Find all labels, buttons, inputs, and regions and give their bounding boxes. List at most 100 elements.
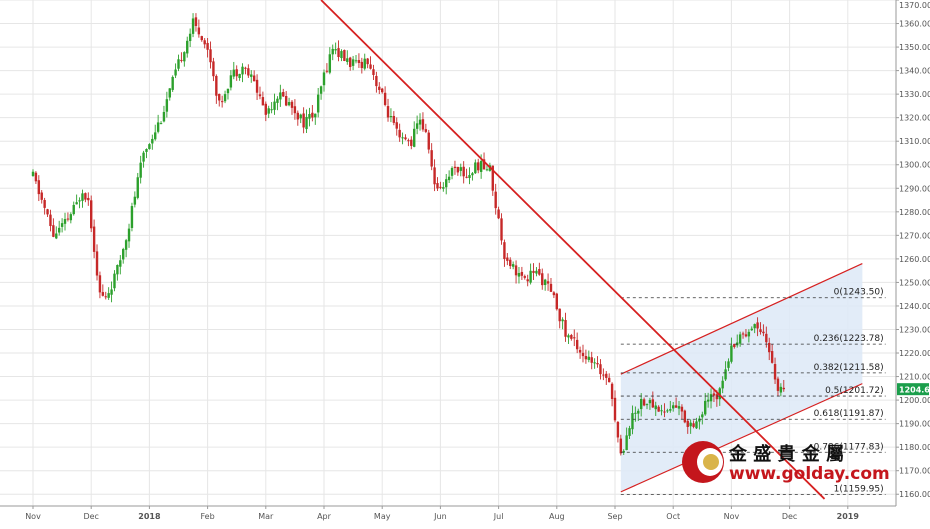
- candle-body: [319, 86, 323, 94]
- candle-down: [605, 371, 608, 385]
- candle-body: [727, 361, 730, 368]
- candle-up: [418, 113, 422, 131]
- candle-down: [575, 332, 579, 354]
- candle-down: [596, 356, 599, 368]
- candle-body: [596, 363, 599, 365]
- candle-up: [136, 172, 139, 200]
- candle-up: [122, 247, 125, 264]
- candle-up: [151, 134, 154, 150]
- candle-body: [238, 73, 241, 78]
- candle-up: [701, 411, 704, 425]
- candle-down: [616, 421, 620, 443]
- candle-up: [72, 201, 75, 216]
- candle-body: [209, 49, 212, 63]
- candle-body: [267, 108, 270, 114]
- candle-body: [410, 139, 413, 146]
- candle-body: [762, 331, 765, 334]
- candle-body: [78, 200, 81, 202]
- candle-down: [369, 56, 372, 70]
- candle-down: [599, 359, 602, 380]
- candle-body: [686, 420, 689, 427]
- y-tick-label: 1170.00: [899, 467, 930, 476]
- candle-down: [101, 284, 105, 297]
- candle-down: [602, 368, 605, 381]
- candle-body: [122, 249, 125, 260]
- candle-up: [401, 132, 404, 145]
- candle-down: [203, 38, 206, 49]
- candle-down: [235, 65, 238, 81]
- candle-up: [709, 388, 713, 409]
- candle-body: [648, 399, 652, 404]
- candle-layer: [31, 13, 785, 456]
- candle-body: [628, 428, 631, 436]
- y-tick-label: 1250.00: [899, 278, 930, 287]
- candle-down: [87, 192, 90, 206]
- candle-body: [183, 52, 186, 62]
- candle-up: [468, 167, 471, 185]
- fib-level-label: 0.786(1177.83): [814, 442, 884, 452]
- candle-down: [290, 100, 294, 115]
- candle-up: [738, 331, 742, 347]
- x-tick-label: Apr: [317, 512, 332, 521]
- candle-down: [197, 19, 201, 38]
- candle-down: [680, 404, 684, 420]
- candle-down: [773, 357, 777, 385]
- candle-body: [514, 265, 518, 276]
- watermark-chinese-name: 金 盛 貴 金 屬: [728, 443, 844, 465]
- grid-layer: [0, 0, 896, 506]
- candle-body: [462, 166, 465, 177]
- candle-body: [698, 418, 701, 422]
- candle-body: [613, 397, 617, 421]
- candle-down: [383, 86, 387, 107]
- candle-body: [180, 59, 183, 61]
- candle-down: [395, 117, 398, 136]
- candle-up: [188, 28, 192, 47]
- x-tick-label: Jun: [433, 512, 447, 521]
- candle-body: [494, 191, 497, 209]
- candle-body: [171, 76, 174, 90]
- candle-body: [369, 64, 372, 69]
- candle-body: [482, 159, 486, 170]
- candle-up: [107, 287, 110, 300]
- candle-body: [63, 219, 67, 224]
- candle-body: [721, 380, 724, 389]
- x-tick-label: Dec: [782, 512, 797, 521]
- candle-up: [648, 397, 652, 410]
- candle-body: [133, 196, 137, 205]
- candle-body: [738, 334, 742, 344]
- candle-down: [424, 123, 428, 134]
- candle-up: [316, 88, 320, 118]
- candle-body: [127, 228, 131, 242]
- candle-body: [357, 60, 361, 63]
- candle-body: [162, 111, 166, 122]
- candle-body: [773, 364, 777, 380]
- candle-down: [573, 329, 576, 347]
- candle-body: [381, 88, 384, 93]
- candle-body: [174, 69, 177, 76]
- candle-body: [87, 197, 90, 201]
- candle-up: [459, 163, 462, 177]
- candle-body: [776, 378, 780, 391]
- candle-up: [142, 150, 145, 168]
- candle-down: [337, 40, 340, 62]
- candle-down: [762, 324, 765, 337]
- candle-body: [765, 333, 768, 343]
- candle-body: [37, 180, 41, 195]
- candle-up: [727, 358, 730, 372]
- candle-body: [453, 166, 457, 169]
- candle-down: [770, 344, 774, 364]
- candle-up: [747, 329, 751, 343]
- candle-up: [305, 109, 308, 133]
- candle-body: [116, 264, 119, 275]
- candle-up: [69, 212, 73, 224]
- candle-up: [415, 115, 419, 135]
- candle-down: [104, 291, 107, 300]
- candle-up: [55, 226, 58, 240]
- candle-body: [52, 225, 55, 237]
- candle-up: [130, 202, 134, 232]
- candle-down: [357, 53, 361, 68]
- candle-up: [171, 75, 174, 92]
- y-tick-label: 1320.00: [899, 114, 930, 123]
- candle-body: [413, 128, 416, 147]
- candle-up: [279, 84, 282, 107]
